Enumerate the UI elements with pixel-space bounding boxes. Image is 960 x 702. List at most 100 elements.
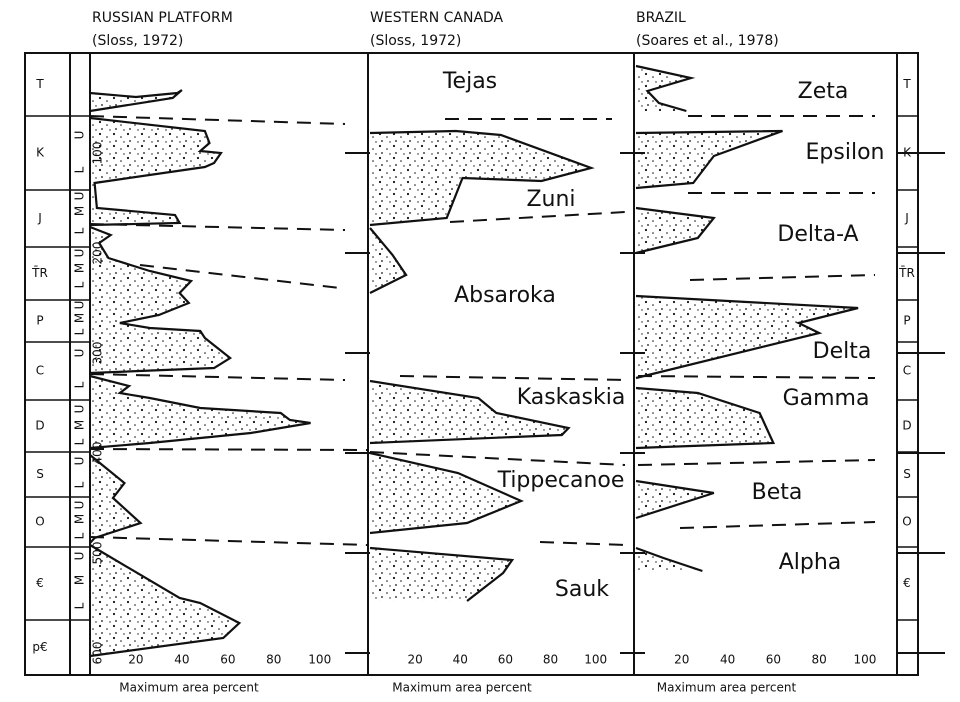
area-fill	[636, 548, 703, 571]
area-fill	[636, 388, 774, 448]
area-outline	[635, 294, 859, 380]
period-label: O	[902, 515, 911, 529]
x-tick-label: 20	[407, 653, 422, 667]
sequence-label: Gamma	[783, 386, 870, 411]
period-label: T	[35, 77, 44, 91]
sequence-label: Beta	[752, 480, 803, 505]
period-label: S	[903, 467, 911, 481]
area-outline	[635, 479, 715, 520]
subdivision-label: M	[73, 263, 87, 273]
sequence-label: Alpha	[779, 550, 842, 575]
subdivision-label: L	[73, 227, 87, 234]
period-label: P	[36, 314, 43, 328]
subdivision-label: U	[73, 349, 87, 358]
subdivision-label: L	[73, 281, 87, 288]
area-outline	[369, 129, 595, 227]
x-tick-label: 80	[812, 653, 827, 667]
area-fill	[90, 118, 221, 225]
period-label: D	[35, 419, 44, 433]
area-outline	[89, 225, 233, 375]
period-label: C	[903, 364, 911, 378]
period-label: €	[903, 576, 911, 590]
subdivision-label: L	[73, 532, 87, 539]
area-outline	[635, 64, 696, 113]
subdivision-label: U	[73, 249, 87, 258]
sequence-label: Epsilon	[806, 140, 885, 165]
period-label: p€	[32, 640, 47, 654]
area-outline	[89, 454, 143, 544]
subdivision-label: M	[73, 420, 87, 430]
period-label: K	[36, 146, 45, 160]
x-tick-label: 20	[128, 653, 143, 667]
area-fill	[636, 296, 859, 378]
panel-subtitle: (Sloss, 1972)	[370, 33, 461, 49]
area-fill	[370, 453, 522, 533]
x-tick-label: 80	[266, 653, 281, 667]
area-outline	[369, 451, 524, 535]
subdivision-label: L	[73, 381, 87, 388]
area-outline	[635, 546, 703, 573]
x-tick-label: 100	[853, 653, 876, 667]
subdivision-label: M	[73, 313, 87, 323]
area-outline	[89, 116, 223, 227]
period-label: €	[36, 576, 44, 590]
subdivision-label: L	[73, 602, 87, 609]
area-fill	[370, 548, 513, 601]
subdivision-label: M	[73, 206, 87, 216]
area-outline	[89, 89, 183, 113]
x-axis-label: Maximum area percent	[119, 681, 259, 695]
panel-title: WESTERN CANADA	[370, 10, 504, 26]
x-tick-label: 60	[766, 653, 781, 667]
area-fill	[370, 381, 569, 443]
subdivision-label: U	[73, 457, 87, 466]
area-fill	[90, 545, 240, 656]
area-fill	[636, 131, 783, 188]
subdivision-label: U	[73, 405, 87, 414]
area-fill	[90, 227, 231, 373]
sequence-label: Sauk	[555, 577, 609, 602]
area-outline	[635, 129, 783, 190]
period-label: J	[37, 211, 42, 225]
x-tick-label: 20	[674, 653, 689, 667]
area-outline	[369, 227, 408, 294]
area-fill	[636, 208, 714, 253]
period-label: T̄R	[31, 266, 48, 280]
subdivision-label: U	[73, 131, 87, 140]
sequence-label: Zuni	[526, 187, 575, 212]
x-axis-label: Maximum area percent	[392, 681, 532, 695]
area-outline	[89, 544, 242, 658]
subdivision-label: M	[73, 514, 87, 524]
area-outline	[635, 386, 776, 450]
subdivision-label: M	[73, 575, 87, 585]
subdivision-label: L	[73, 481, 87, 488]
subdivision-label: L	[73, 166, 87, 173]
period-label: T̄R	[898, 266, 915, 280]
x-tick-label: 40	[174, 653, 189, 667]
panel-subtitle: (Soares et al., 1978)	[636, 33, 779, 49]
sequence-label: Zeta	[798, 79, 849, 104]
sequence-label: Absaroka	[454, 283, 556, 308]
area-fill	[636, 66, 691, 111]
period-label: C	[36, 364, 44, 378]
period-label: P	[903, 314, 910, 328]
sequence-label: Kaskaskia	[517, 385, 626, 410]
x-tick-label: 40	[720, 653, 735, 667]
panel-title: BRAZIL	[636, 10, 686, 26]
x-tick-label: 100	[584, 653, 607, 667]
area-outline	[89, 374, 311, 450]
subdivision-label: L	[73, 438, 87, 445]
period-label: J	[904, 211, 909, 225]
panel-title: RUSSIAN PLATFORM	[92, 10, 233, 26]
x-tick-label: 60	[498, 653, 513, 667]
correlation-lines	[89, 115, 876, 546]
x-tick-label: 60	[220, 653, 235, 667]
period-label: S	[36, 467, 44, 481]
area-fill	[90, 455, 141, 543]
sequence-label: Tejas	[442, 69, 497, 94]
area-outline	[369, 546, 515, 602]
subdivision-label: L	[73, 328, 87, 335]
x-axis-label: Maximum area percent	[657, 681, 797, 695]
x-tick-label: 100	[308, 653, 331, 667]
area-outline	[635, 206, 716, 255]
